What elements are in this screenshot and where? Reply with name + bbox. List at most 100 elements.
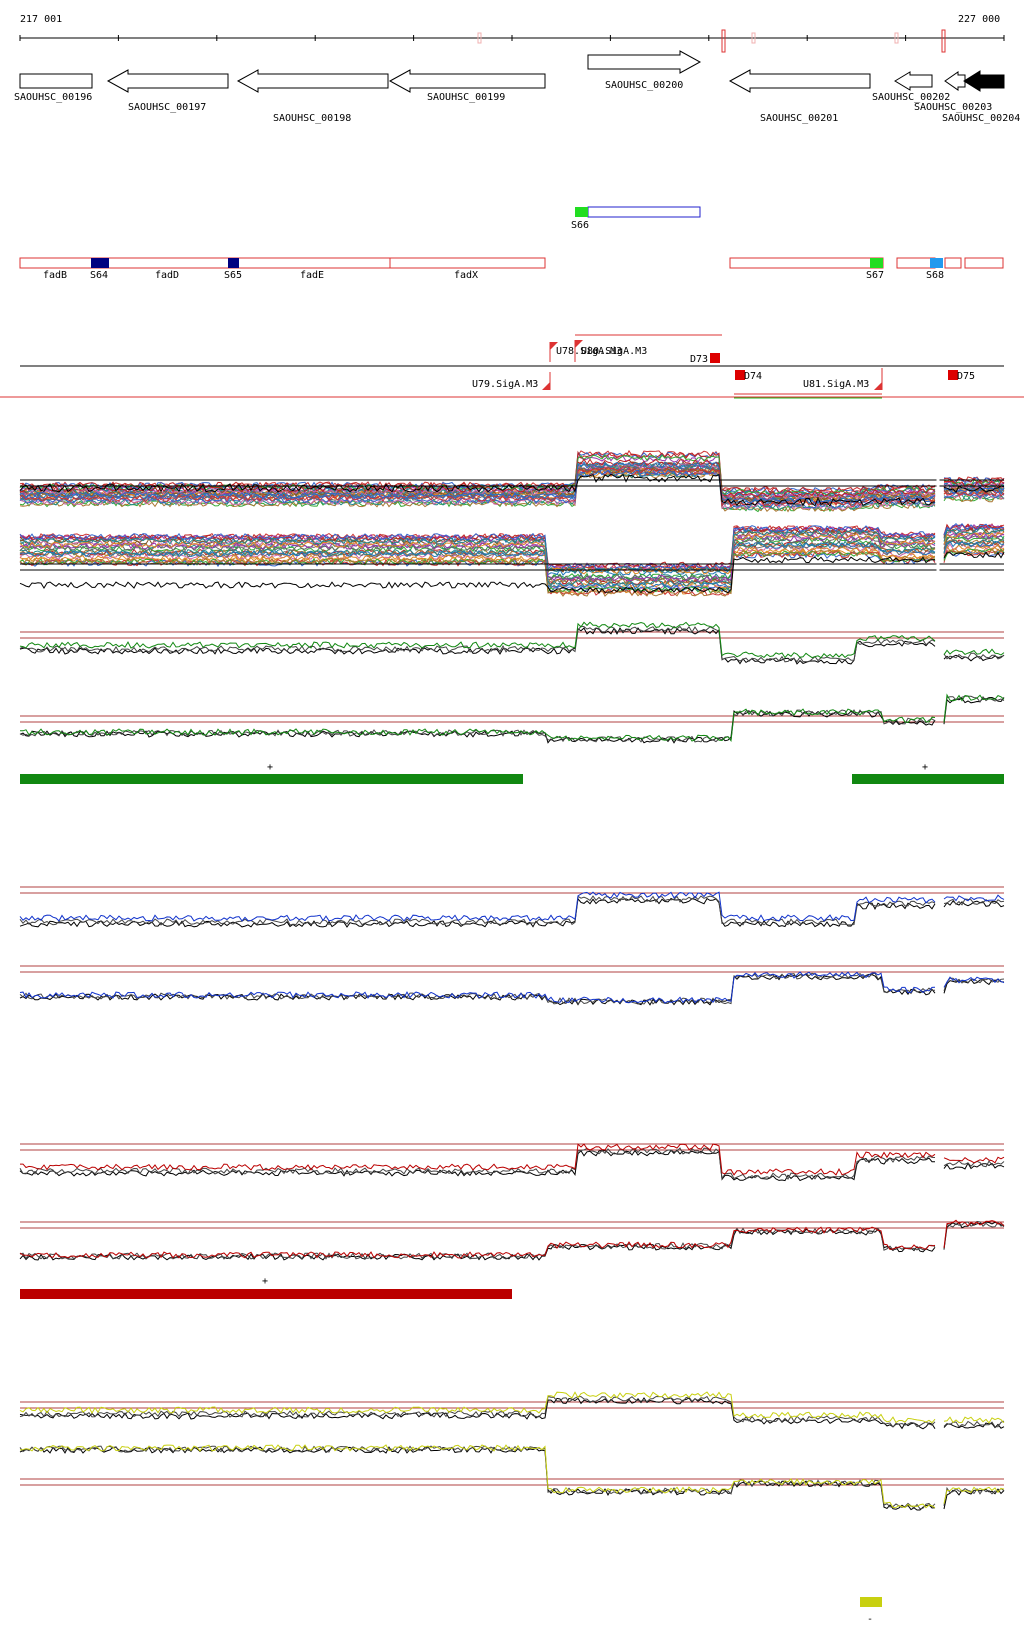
open-left-arrow-icon[interactable] bbox=[894, 71, 933, 91]
segment-box[interactable] bbox=[896, 257, 936, 269]
gene-label: SAOUHSC_00201 bbox=[760, 113, 838, 124]
strand-mark: + bbox=[922, 762, 928, 773]
segment-label: S66 bbox=[571, 220, 589, 231]
segment-label: S68 bbox=[926, 270, 944, 281]
segment-label: S67 bbox=[866, 270, 884, 281]
gene-name: fadE bbox=[300, 270, 324, 281]
segment-marker[interactable] bbox=[930, 258, 943, 268]
gene-annotation-track: SAOUHSC_00196 SAOUHSC_00197 SAOUHSC_0019… bbox=[14, 50, 1020, 124]
axis-end-label: 227 000 bbox=[958, 14, 1000, 25]
segment-box[interactable] bbox=[729, 257, 884, 269]
profile-trace bbox=[19, 527, 1005, 573]
yellow-expression-track bbox=[19, 1391, 1005, 1511]
signal-trace bbox=[19, 621, 1005, 659]
open-right-arrow-icon[interactable] bbox=[587, 50, 702, 74]
open-left-arrow-icon[interactable] bbox=[388, 69, 546, 93]
reverse-segment-track: fadB fadD fadE fadX S64 S65 S67 S68 bbox=[19, 257, 1004, 281]
segment-box[interactable] bbox=[587, 206, 701, 218]
profile-trace bbox=[19, 544, 1005, 589]
signal-trace bbox=[19, 696, 1005, 744]
signal-trace bbox=[19, 1395, 1005, 1428]
promoter-flag-icon[interactable] bbox=[575, 340, 583, 348]
signal-trace bbox=[19, 895, 1005, 926]
strand-mark: + bbox=[262, 1276, 268, 1287]
signal-trace bbox=[19, 627, 1005, 665]
gene-label: SAOUHSC_00198 bbox=[273, 113, 351, 124]
signal-trace bbox=[19, 891, 1005, 922]
expression-region-bar[interactable] bbox=[860, 1597, 882, 1607]
promoter-label: U79.SigA.M3 bbox=[472, 379, 538, 390]
segment-marker[interactable] bbox=[91, 258, 109, 268]
signal-trace bbox=[19, 1391, 1005, 1424]
signal-trace bbox=[19, 1147, 1005, 1181]
gene-label: SAOUHSC_00197 bbox=[128, 102, 206, 113]
gene-label: SAOUHSC_00199 bbox=[427, 92, 505, 103]
gene-label: SAOUHSC_00196 bbox=[14, 92, 92, 103]
axis-highlight-marker bbox=[894, 32, 899, 44]
axis-highlight-marker bbox=[721, 29, 726, 53]
open-left-arrow-icon[interactable] bbox=[106, 69, 229, 93]
red-regions: + bbox=[20, 1276, 512, 1299]
signal-trace bbox=[19, 625, 1005, 663]
segment-box[interactable] bbox=[389, 257, 546, 269]
axis-highlight-marker bbox=[941, 29, 946, 53]
promoter-terminator-track: U78.SigA.M3 U80.SigA.M3 U79.SigA.M3 U81.… bbox=[0, 334, 1024, 399]
terminator-block-icon[interactable] bbox=[710, 353, 720, 363]
promoter-flag-icon[interactable] bbox=[550, 342, 558, 350]
gene-label: SAOUHSC_00202 bbox=[872, 92, 950, 103]
strand-mark: + bbox=[267, 762, 273, 773]
terminator-block-icon[interactable] bbox=[948, 370, 958, 380]
signal-trace bbox=[19, 693, 1005, 743]
open-left-arrow-icon[interactable] bbox=[944, 71, 966, 91]
segment-marker[interactable] bbox=[870, 258, 883, 268]
profile-trace bbox=[19, 551, 1005, 594]
segment-marker[interactable] bbox=[575, 207, 588, 217]
promoter-flag-icon[interactable] bbox=[542, 382, 550, 390]
profile-trace bbox=[19, 523, 1005, 571]
gene-label: SAOUHSC_00204 bbox=[942, 113, 1020, 124]
signal-trace bbox=[19, 1445, 1005, 1510]
segment-box[interactable] bbox=[944, 257, 962, 269]
expression-profile-panel bbox=[19, 449, 1005, 597]
profile-trace bbox=[19, 458, 1005, 498]
terminator-block-icon[interactable] bbox=[735, 370, 745, 380]
promoter-label: U81.SigA.M3 bbox=[803, 379, 869, 390]
terminator-label: D74 bbox=[744, 371, 762, 382]
expression-region-bar[interactable] bbox=[852, 774, 1004, 784]
open-left-arrow-icon[interactable] bbox=[236, 69, 389, 93]
green-expression-track bbox=[19, 621, 1005, 744]
gene-label: SAOUHSC_00200 bbox=[605, 80, 683, 91]
axis-highlight-marker bbox=[477, 32, 482, 44]
axis-highlight-marker bbox=[751, 32, 756, 44]
green-regions: + + bbox=[20, 762, 1004, 784]
segment-box[interactable] bbox=[964, 257, 1004, 269]
open-left-arrow-icon[interactable] bbox=[728, 69, 871, 93]
signal-trace bbox=[19, 1149, 1005, 1182]
multi-condition-profiles bbox=[19, 449, 1005, 597]
signal-trace bbox=[19, 971, 1005, 1004]
segment-marker[interactable] bbox=[228, 258, 239, 268]
segment-label: S65 bbox=[224, 270, 242, 281]
terminator-label: D73 bbox=[690, 354, 708, 365]
promoter-label: U80.SigA.M3 bbox=[581, 346, 647, 357]
signal-trace bbox=[19, 1444, 1005, 1509]
gene-name: fadB bbox=[43, 270, 67, 281]
expression-region-bar[interactable] bbox=[20, 1289, 512, 1299]
promoter-flag-icon[interactable] bbox=[874, 382, 882, 390]
signal-trace bbox=[19, 695, 1005, 743]
signal-trace bbox=[20, 1143, 1005, 1176]
forward-segment-track: S66 bbox=[571, 206, 701, 231]
terminator-label: D75 bbox=[957, 371, 975, 382]
open-right-arrow-icon[interactable] bbox=[19, 73, 93, 89]
signal-trace bbox=[19, 973, 1005, 1006]
profile-trace bbox=[19, 469, 1005, 505]
axis-start-label: 217 001 bbox=[20, 14, 62, 25]
gene-name: fadX bbox=[454, 270, 478, 281]
gene-name: fadD bbox=[155, 270, 179, 281]
expression-region-bar[interactable] bbox=[20, 774, 523, 784]
segment-label: S64 bbox=[90, 270, 108, 281]
gene-label: SAOUHSC_00203 bbox=[914, 102, 992, 113]
filled-left-arrow-icon[interactable] bbox=[963, 70, 1005, 92]
promoter-label: U78.SigA.M3 bbox=[556, 346, 622, 357]
